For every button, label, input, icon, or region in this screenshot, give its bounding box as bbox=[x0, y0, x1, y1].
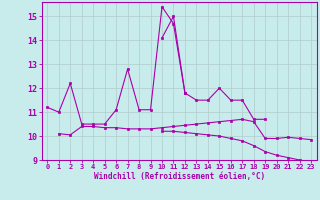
X-axis label: Windchill (Refroidissement éolien,°C): Windchill (Refroidissement éolien,°C) bbox=[94, 172, 265, 181]
